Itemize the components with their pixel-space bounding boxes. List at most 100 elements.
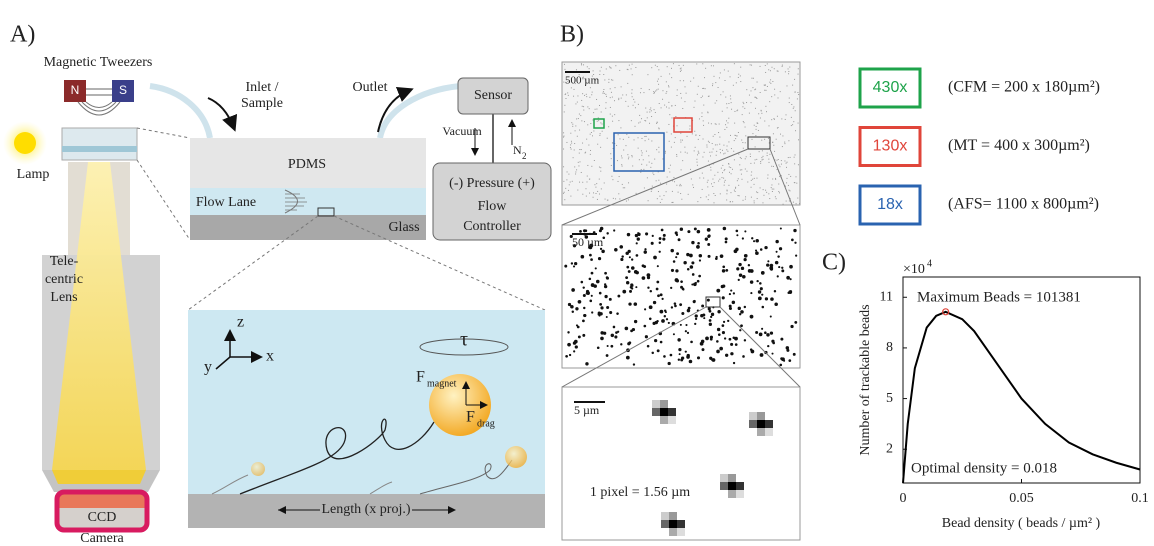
speck bbox=[756, 159, 757, 160]
speck bbox=[625, 145, 626, 146]
bead-dot bbox=[626, 281, 629, 284]
speck bbox=[769, 198, 770, 199]
speck bbox=[771, 119, 772, 120]
bead-dot bbox=[591, 272, 594, 275]
speck bbox=[754, 202, 755, 203]
speck bbox=[794, 79, 795, 80]
speck bbox=[723, 91, 724, 92]
speck bbox=[631, 155, 632, 156]
speck bbox=[582, 182, 583, 183]
speck bbox=[679, 185, 680, 186]
speck bbox=[796, 203, 797, 204]
speck bbox=[703, 178, 704, 179]
speck bbox=[612, 80, 613, 81]
speck bbox=[788, 190, 789, 191]
bead-dot bbox=[717, 310, 720, 313]
speck bbox=[601, 188, 602, 189]
speck bbox=[659, 103, 660, 104]
speck bbox=[676, 185, 677, 186]
speck bbox=[606, 96, 607, 97]
bead-dot bbox=[653, 256, 657, 260]
speck bbox=[678, 192, 679, 193]
speck bbox=[673, 177, 674, 178]
speck bbox=[614, 100, 615, 101]
speck bbox=[587, 106, 588, 107]
bead-dot bbox=[742, 237, 744, 239]
speck bbox=[657, 198, 658, 199]
bead-dot bbox=[787, 292, 789, 294]
bead-dot bbox=[671, 306, 673, 308]
speck bbox=[594, 184, 595, 185]
speck bbox=[666, 93, 667, 94]
speck bbox=[635, 107, 636, 108]
bead-dot bbox=[735, 343, 738, 346]
speck bbox=[600, 147, 601, 148]
speck bbox=[781, 118, 782, 119]
bead-dot bbox=[631, 266, 635, 270]
speck bbox=[735, 138, 736, 139]
bead-dot bbox=[626, 266, 629, 269]
speck bbox=[664, 105, 665, 106]
speck bbox=[564, 199, 565, 200]
legend: 430x(CFM = 200 x 180µm²)130x(MT = 400 x … bbox=[860, 69, 1100, 224]
speck bbox=[680, 184, 681, 185]
bead-dot bbox=[573, 265, 575, 267]
speck bbox=[730, 76, 731, 77]
label: N bbox=[513, 143, 522, 157]
speck bbox=[668, 102, 669, 103]
speck bbox=[582, 143, 583, 144]
bead-dot bbox=[738, 307, 741, 310]
speck bbox=[681, 199, 682, 200]
speck bbox=[640, 172, 641, 173]
bead-dot bbox=[739, 274, 742, 277]
speck bbox=[673, 202, 674, 203]
bead-dot bbox=[791, 239, 794, 242]
speck bbox=[719, 179, 720, 180]
bead-dot bbox=[673, 260, 676, 263]
speck bbox=[757, 82, 758, 83]
speck bbox=[660, 183, 661, 184]
bead-dot bbox=[670, 249, 673, 252]
speck bbox=[600, 171, 601, 172]
speck bbox=[713, 65, 714, 66]
speck bbox=[768, 159, 769, 160]
speck bbox=[754, 178, 755, 179]
bead-dot bbox=[634, 320, 637, 323]
speck bbox=[591, 166, 592, 167]
bead-dot bbox=[698, 275, 701, 278]
speck bbox=[641, 155, 642, 156]
legend-desc: (MT = 400 x 300µm²) bbox=[948, 137, 1090, 154]
speck bbox=[612, 142, 613, 143]
bead-dot bbox=[750, 280, 753, 283]
speck bbox=[671, 106, 672, 107]
speck bbox=[685, 86, 686, 87]
speck bbox=[621, 164, 622, 165]
bead-dot bbox=[642, 264, 645, 267]
bead-dot bbox=[764, 246, 767, 249]
speck bbox=[684, 101, 685, 102]
bead-dot bbox=[574, 262, 577, 265]
pixel bbox=[660, 408, 668, 416]
speck bbox=[758, 130, 759, 131]
legend-desc: (CFM = 200 x 180µm²) bbox=[948, 79, 1100, 96]
pixel bbox=[669, 512, 677, 520]
speck bbox=[667, 177, 668, 178]
speck bbox=[715, 123, 716, 124]
speck bbox=[594, 160, 595, 161]
bead-dot bbox=[739, 313, 741, 315]
speck bbox=[591, 132, 592, 133]
speck bbox=[798, 123, 799, 124]
bead-dot bbox=[591, 311, 593, 313]
speck bbox=[708, 161, 709, 162]
speck bbox=[712, 85, 713, 86]
bead-dot bbox=[707, 243, 710, 246]
bead-dot bbox=[777, 275, 779, 277]
speck bbox=[583, 64, 584, 65]
panel-label: A) bbox=[10, 22, 35, 48]
speck bbox=[726, 199, 727, 200]
bead-dot bbox=[679, 303, 682, 306]
pixel bbox=[669, 520, 677, 528]
speck bbox=[752, 139, 753, 140]
speck bbox=[632, 89, 633, 90]
speck bbox=[656, 89, 657, 90]
